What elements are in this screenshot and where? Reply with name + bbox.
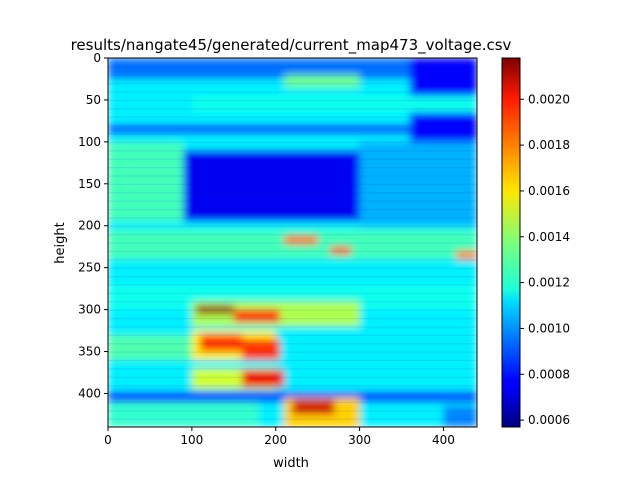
y-tick-label: 0 bbox=[93, 51, 101, 65]
heatmap-region bbox=[456, 250, 477, 260]
heatmap-band bbox=[108, 108, 477, 110]
heatmap-band bbox=[108, 167, 477, 169]
heatmap-region bbox=[191, 95, 477, 113]
heatmap-region bbox=[330, 246, 352, 255]
heatmap-band bbox=[108, 276, 477, 278]
heatmap-region bbox=[284, 74, 360, 88]
heatmap-band bbox=[108, 116, 477, 118]
y-tick-label: 100 bbox=[78, 135, 101, 149]
heatmap-band bbox=[108, 267, 477, 269]
heatmap-band bbox=[108, 125, 477, 127]
heatmap-band bbox=[108, 74, 477, 76]
heatmap-band bbox=[108, 259, 477, 261]
y-tick-label: 250 bbox=[78, 261, 101, 275]
y-tick-label: 200 bbox=[78, 219, 101, 233]
x-axis-label: width bbox=[273, 456, 309, 471]
heatmap-band bbox=[108, 91, 477, 93]
heatmap-band bbox=[108, 250, 477, 253]
heatmap-band bbox=[108, 175, 477, 177]
heatmap-band bbox=[108, 200, 477, 202]
heatmap-band bbox=[108, 58, 477, 60]
heatmap-band bbox=[108, 183, 477, 185]
y-tick-label: 50 bbox=[86, 93, 101, 107]
heatmap-region bbox=[292, 400, 335, 415]
heatmap-region bbox=[183, 150, 360, 222]
heatmap-region bbox=[200, 334, 243, 352]
heatmap-band bbox=[108, 234, 477, 236]
heatmap-band bbox=[108, 225, 477, 227]
colorbar-axis: 0.0006 0.0008 0.0010 0.0012 0.0014 0.0016 0.00… bbox=[520, 92, 570, 427]
heatmap-band bbox=[108, 141, 477, 144]
heatmap-region bbox=[196, 305, 234, 314]
y-tick-label: 350 bbox=[78, 345, 101, 359]
heatmap-band bbox=[108, 242, 477, 244]
heatmap-region bbox=[108, 58, 477, 79]
heatmap-region bbox=[443, 406, 477, 427]
heatmap-band bbox=[108, 359, 477, 362]
heatmap-band bbox=[108, 410, 477, 412]
y-tick-label: 150 bbox=[78, 177, 101, 191]
heatmap-band bbox=[108, 192, 477, 194]
x-tick-label: 400 bbox=[432, 433, 455, 447]
heatmap-region bbox=[284, 235, 318, 245]
colorbar-tick-label: 0.0010 bbox=[528, 321, 570, 335]
colorbar-tick-label: 0.0014 bbox=[528, 230, 570, 244]
heatmap-band bbox=[108, 334, 477, 336]
heatmap-band bbox=[108, 309, 477, 311]
heatmap-region bbox=[242, 338, 280, 360]
heatmap-band bbox=[108, 401, 477, 404]
heatmap-band bbox=[108, 368, 477, 370]
heatmap-band bbox=[108, 99, 477, 102]
colorbar-tick-label: 0.0012 bbox=[528, 276, 570, 290]
heatmap-band bbox=[108, 284, 477, 286]
heatmap-region bbox=[108, 391, 477, 402]
colorbar-tick-label: 0.0020 bbox=[528, 92, 570, 106]
heatmap-band bbox=[108, 133, 477, 135]
heatmap-band bbox=[108, 418, 477, 420]
heatmap-image bbox=[108, 58, 477, 427]
plot-frame bbox=[107, 57, 478, 428]
y-tick-label: 300 bbox=[78, 303, 101, 317]
chart-title: results/nangate45/generated/current_map4… bbox=[71, 36, 512, 55]
colorbar-tick-label: 0.0006 bbox=[528, 413, 570, 427]
colorbar bbox=[501, 57, 521, 428]
y-axis-label: height bbox=[53, 222, 68, 263]
heatmap-band bbox=[108, 158, 477, 160]
heatmap-region bbox=[233, 309, 280, 323]
heatmap-band bbox=[108, 66, 477, 68]
x-tick-label: 100 bbox=[180, 433, 203, 447]
heatmap-band bbox=[108, 326, 477, 328]
heatmap-band bbox=[108, 208, 477, 211]
heatmap-band bbox=[108, 351, 477, 353]
heatmap-band bbox=[108, 150, 477, 152]
heatmap-band bbox=[108, 385, 477, 387]
heatmap-band bbox=[108, 343, 477, 345]
heatmap-band bbox=[108, 292, 477, 295]
heatmap-region bbox=[108, 125, 477, 134]
heatmap-band bbox=[108, 83, 477, 85]
heatmap-region bbox=[108, 334, 192, 360]
heatmap-band bbox=[108, 317, 477, 320]
heatmap-region bbox=[108, 401, 259, 427]
heatmap-band bbox=[108, 217, 477, 219]
x-axis: 0 100 200 300 400 bbox=[104, 427, 455, 447]
x-tick-label: 0 bbox=[104, 433, 112, 447]
heatmap-region bbox=[108, 141, 184, 222]
heatmap-region bbox=[359, 141, 477, 226]
colorbar-tick-label: 0.0008 bbox=[528, 367, 570, 381]
y-axis: 0 50 100 150 200 250 300 350 400 bbox=[78, 51, 108, 400]
colorbar-tick-label: 0.0016 bbox=[528, 184, 570, 198]
heatmap-band bbox=[108, 393, 477, 395]
heatmap-band bbox=[108, 376, 477, 378]
x-tick-label: 200 bbox=[264, 433, 287, 447]
x-tick-label: 300 bbox=[348, 433, 371, 447]
heatmap-region bbox=[242, 369, 285, 387]
heatmap-region bbox=[108, 229, 477, 260]
heatmap-band bbox=[108, 301, 477, 303]
colorbar-tick-label: 0.0018 bbox=[528, 138, 570, 152]
y-tick-label: 400 bbox=[78, 386, 101, 400]
